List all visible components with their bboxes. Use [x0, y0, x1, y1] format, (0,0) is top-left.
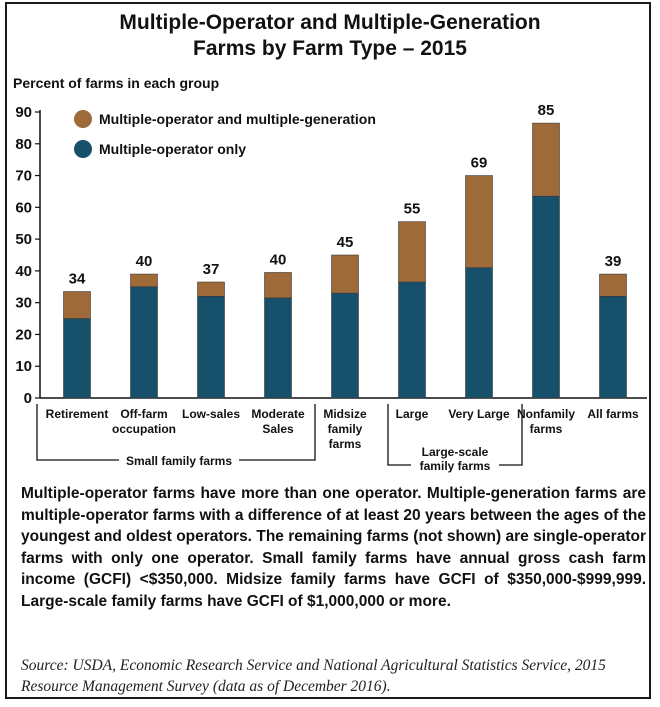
y-tick-label: 10 — [15, 358, 32, 375]
bar-segment — [331, 292, 359, 399]
bar-segment — [130, 273, 158, 288]
chart-title: Multiple-Operator and Multiple-Generatio… — [7, 10, 653, 62]
bar-segment — [63, 318, 91, 399]
y-tick-label: 50 — [15, 231, 32, 248]
legend-label: Multiple-operator only — [99, 141, 246, 157]
bar-total-label: 37 — [203, 261, 220, 278]
x-tick-label: Moderate — [251, 407, 305, 421]
bar-segment — [465, 175, 493, 269]
y-tick-label: 0 — [24, 390, 32, 407]
small-family-label-bg — [119, 451, 239, 469]
x-tick-label: Retirement — [46, 407, 109, 421]
bar-segment — [599, 273, 627, 297]
x-tick-label: farms — [530, 422, 563, 436]
chart-title-line-1: Multiple-Operator and Multiple-Generatio… — [119, 11, 541, 34]
bar-segment — [264, 272, 292, 299]
bar-segment — [465, 267, 493, 399]
x-tick-label: Low-sales — [182, 407, 240, 421]
y-tick-label: 30 — [15, 295, 32, 312]
chart-frame: Multiple-Operator and Multiple-Generatio… — [5, 2, 651, 699]
large-scale-label-bg — [411, 442, 499, 474]
y-tick-label: 90 — [15, 104, 32, 121]
x-tick-label: All farms — [587, 407, 639, 421]
legend-swatch — [74, 140, 92, 158]
bar-segment — [331, 254, 359, 294]
group-label: Small family farms — [126, 454, 232, 468]
bar-segment — [398, 221, 426, 283]
bar-total-label: 40 — [136, 253, 153, 270]
stacked-bar-chart: 0 10 20 30 40 50 60 70 80 90 34 Retirement 40 Off-far… — [15, 102, 647, 474]
x-tick-label: Off-farm — [120, 407, 167, 421]
x-tick-label: Large — [396, 407, 429, 421]
y-tick-label: 40 — [15, 263, 32, 280]
bar-segment — [63, 291, 91, 319]
bar-segment — [197, 281, 225, 297]
bar-segment — [197, 296, 225, 399]
x-tick-label: occupation — [112, 422, 176, 436]
chart-source: Source: USDA, Economic Research Service … — [21, 657, 606, 695]
bar-total-label: 45 — [337, 234, 354, 251]
bar-segment — [532, 195, 560, 399]
bar-segment — [599, 296, 627, 399]
legend-swatch — [74, 110, 92, 128]
bar-total-label: 34 — [69, 271, 86, 288]
x-tick-label: Midsize — [323, 407, 367, 421]
bar-total-label: 55 — [404, 201, 421, 218]
x-tick-label: family — [328, 422, 363, 436]
bar-total-label: 85 — [538, 102, 555, 119]
y-tick-label: 20 — [15, 326, 32, 343]
y-axis-label: Percent of farms in each group — [13, 75, 220, 91]
chart-note: Multiple-operator farms have more than o… — [21, 485, 646, 610]
bar-total-label: 69 — [471, 155, 488, 172]
x-tick-label: Nonfamily — [517, 407, 575, 421]
bar-total-label: 40 — [270, 251, 287, 268]
bar-segment — [264, 297, 292, 399]
x-tick-label: Sales — [262, 422, 294, 436]
legend-label: Multiple-operator and multiple-generatio… — [99, 111, 376, 127]
y-tick-label: 80 — [15, 136, 32, 153]
bar-segment — [398, 281, 426, 399]
y-tick-label: 60 — [15, 199, 32, 216]
y-tick-label: 70 — [15, 168, 32, 185]
group-label: family farms — [420, 459, 491, 473]
chart-title-line-2: Farms by Farm Type – 2015 — [193, 37, 467, 60]
group-label: Large-scale — [422, 445, 489, 459]
bar-segment — [532, 122, 560, 197]
x-tick-label: Very Large — [448, 407, 510, 421]
x-tick-label: farms — [329, 437, 362, 451]
bar-segment — [130, 286, 158, 399]
bar-total-label: 39 — [605, 253, 622, 270]
